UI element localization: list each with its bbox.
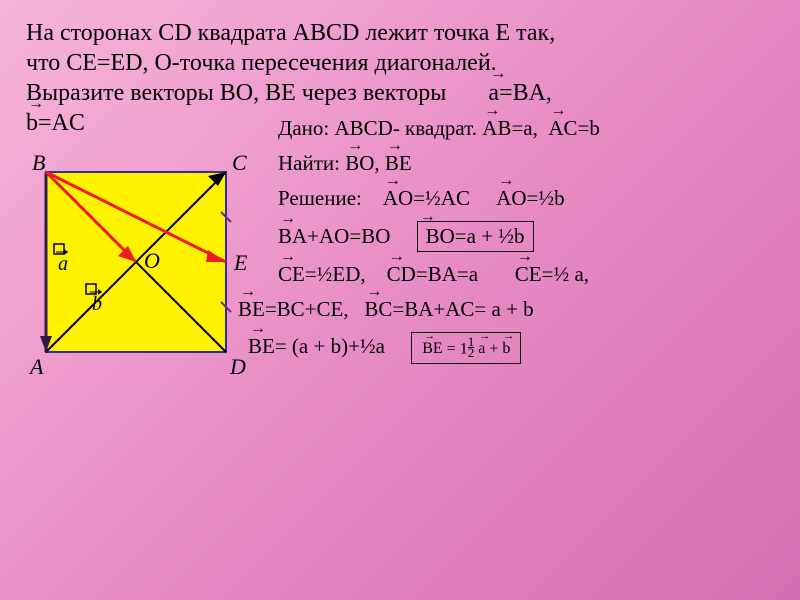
problem-line-2: что CE=ED, О-точка пересечения диагонале… (26, 48, 774, 78)
svg-text:a: a (58, 253, 68, 275)
solution-column: Дано: ABCD- квадрат. AB=a, AC=b Найти: B… (266, 144, 774, 382)
boxed-be: →BE = 112 →a + →b (411, 332, 521, 364)
problem-line-3: Выразите векторы BO, BE через векторы a=… (26, 78, 774, 108)
find-line: Найти: BO, BE (278, 151, 774, 176)
problem-line-1: На сторонах CD квадрата ABCD лежит точка… (26, 18, 774, 48)
step4: BE=BC+CE, BC=BA+AC= a + b (238, 297, 774, 322)
solution-label: Решение: AO=½AC AO=½b (278, 186, 774, 211)
diagram-column: B C A D O E a b (26, 144, 266, 382)
svg-text:O: O (144, 248, 160, 273)
svg-text:B: B (32, 152, 45, 175)
svg-text:E: E (233, 250, 248, 275)
step1b: AO=½b (496, 186, 564, 211)
square-diagram: B C A D O E a b (26, 152, 256, 382)
vector-b-def: b=AC (26, 108, 85, 138)
content-row: B C A D O E a b Дано: ABCD- квадрат. AB=… (0, 144, 800, 382)
svg-text:A: A (28, 354, 44, 379)
svg-text:D: D (229, 354, 246, 379)
step5: BE= (a + b)+½a →BE = 112 →a + →b (248, 332, 774, 364)
step3: CE=½ED, CD=BA=a CE=½ a, (278, 262, 774, 287)
svg-text:C: C (232, 152, 247, 175)
svg-text:b: b (92, 293, 102, 315)
